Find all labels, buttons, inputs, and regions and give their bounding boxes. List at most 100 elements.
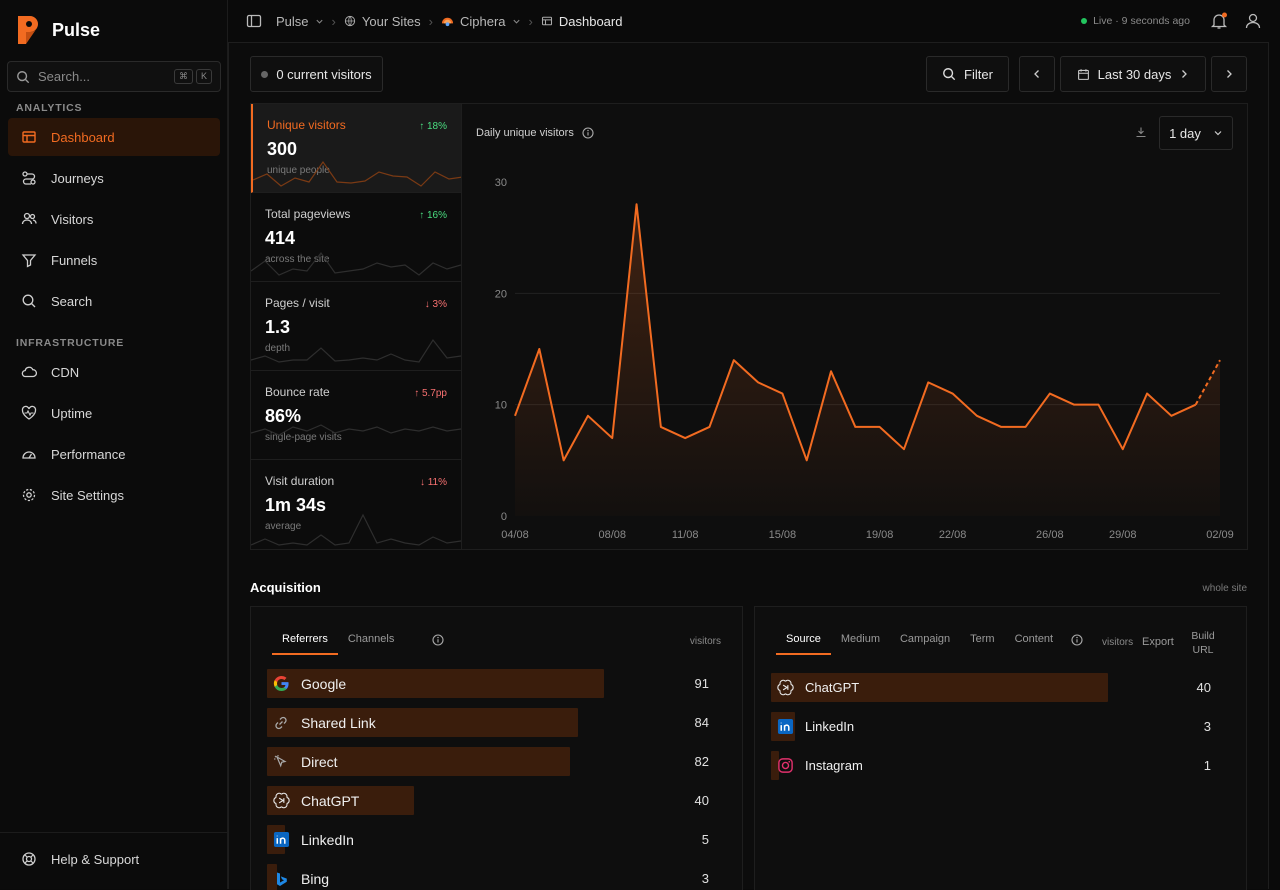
visitors-chart-card: Daily unique visitors 1 day 0 10 20 30 04/08… [461,103,1248,550]
sidebar-item-label: CDN [51,364,80,380]
app-name: Pulse [52,19,101,40]
sidebar-item-cdn[interactable]: CDN [8,353,220,391]
sidebar-item-label: Funnels [51,252,98,268]
topbar: Pulse › Your Sites › Ciphera › Dashboard… [228,0,1280,42]
row-bar [267,786,414,815]
list-item[interactable]: Shared Link [267,708,578,737]
tab-medium[interactable]: Medium [840,633,880,645]
metric-unique-visitors[interactable]: Unique visitors ↑ 18% 300 unique people [251,104,461,193]
x-tick-label: 04/08 [501,529,529,541]
breadcrumb-pulse[interactable]: Pulse [276,14,324,29]
brand[interactable]: Pulse [16,14,100,46]
x-tick-label: 29/08 [1109,529,1137,541]
gear-icon [22,488,36,502]
breadcrumb-ciphera[interactable]: Ciphera [441,14,521,29]
help-support-link[interactable]: Help & Support [8,840,220,878]
row-value: 3 [701,871,709,886]
row-label: Direct [301,753,338,770]
chevron-left-icon [1034,70,1039,78]
tab-source[interactable]: Source [776,629,831,655]
date-range-picker[interactable]: Last 30 days [1060,56,1206,92]
download-icon[interactable] [1135,126,1147,138]
sidebar-item-visitors[interactable]: Visitors [8,200,220,238]
breadcrumb-label: Dashboard [558,13,623,29]
chevron-down-icon [1214,131,1222,136]
current-visitors-button[interactable]: 0 current visitors [250,56,383,92]
series-line [514,203,1197,462]
bell-icon[interactable] [1210,12,1228,30]
status-dot [261,70,269,78]
linkedin-icon [776,718,794,736]
metric-sparkline [251,251,461,276]
info-icon[interactable] [1071,634,1083,646]
tab-term[interactable]: Term [970,633,995,645]
sidebar-item-dashboard[interactable]: Dashboard [8,118,220,156]
row-value: 3 [1203,719,1211,734]
tab-content[interactable]: Content [1014,633,1054,645]
x-tick-label: 11/08 [672,529,699,541]
info-icon[interactable] [582,127,594,139]
heart-pulse-icon [21,405,37,420]
breadcrumb-separator: › [428,13,433,29]
list-item[interactable]: Direct [267,747,570,776]
granularity-select[interactable]: 1 day [1159,116,1233,150]
visitors-column-header: visitors [1102,637,1134,648]
sidebar-toggle-icon[interactable] [246,13,262,29]
search-input[interactable]: Search... ⌘ K [7,61,221,92]
row-value: 91 [694,676,709,691]
metric-pages-per-visit[interactable]: Pages / visit ↓ 3% 1.3 depth [251,282,461,371]
calendar-icon [1077,68,1089,80]
sidebar: Pulse Search... ⌘ K ANALYTICS Dashboard … [0,0,228,889]
list-item[interactable]: LinkedIn [267,825,354,854]
tab-campaign[interactable]: Campaign [899,633,951,645]
sidebar-item-funnels[interactable]: Funnels [8,241,220,279]
previous-period-button[interactable] [1019,56,1055,92]
next-period-button[interactable] [1211,56,1247,92]
metric-value: 1.3 [265,317,291,337]
x-tick-label: 02/09 [1206,529,1234,541]
list-item[interactable]: ChatGPT [267,786,414,815]
sidebar-item-label: Performance [51,446,126,462]
sidebar-item-performance[interactable]: Performance [8,435,220,473]
x-tick-label: 26/08 [1036,529,1064,541]
metric-total-pageviews[interactable]: Total pageviews ↑ 16% 414 across the sit… [251,193,461,282]
list-item[interactable]: Bing [267,864,329,890]
area-chart[interactable]: 0 10 20 30 04/08 08/08 11/08 15/08 19/08 22/08 26/… [462,154,1247,544]
sidebar-item-site-settings[interactable]: Site Settings [8,476,220,514]
openai-icon [776,679,794,697]
dashboard-icon [22,131,36,143]
tab-channels[interactable]: Channels [347,633,395,645]
list-item[interactable]: ChatGPT [771,673,1108,702]
row-value: 84 [694,715,709,730]
metric-cards: Unique visitors ↑ 18% 300 unique people … [250,103,461,550]
metric-sublabel: average [265,521,302,532]
funnel-icon [21,254,37,268]
kbd-k: K [195,69,212,84]
list-item[interactable]: LinkedIn [771,712,854,741]
row-label: Instagram [805,758,863,773]
metric-sparkline [251,338,461,363]
link-icon [272,714,290,732]
info-icon[interactable] [432,634,444,646]
sidebar-item-label: Uptime [51,405,93,421]
breadcrumb-label: Your Sites [361,13,421,29]
user-icon[interactable] [1244,12,1262,30]
metric-visit-duration[interactable]: Visit duration ↓ 11% 1m 34s average [251,460,461,549]
export-button[interactable]: Export [1142,636,1174,648]
sidebar-item-search[interactable]: Search [8,282,220,320]
search-shortcut: ⌘ K [173,69,212,84]
infrastructure-section-label: INFRASTRUCTURE [16,337,125,349]
list-item[interactable]: Google [267,669,604,698]
sidebar-item-uptime[interactable]: Uptime [8,394,220,432]
sidebar-item-journeys[interactable]: Journeys [8,159,220,197]
breadcrumb-your-sites[interactable]: Your Sites [344,14,421,29]
tab-referrers[interactable]: Referrers [272,629,338,655]
breadcrumb-label: Pulse [276,13,309,29]
filter-button[interactable]: Filter [926,56,1009,92]
main-content: 0 current visitors Filter Last 30 days U… [228,42,1269,890]
metric-bounce-rate[interactable]: Bounce rate ↑ 5.7pp 86% single-page visi… [251,371,461,460]
breadcrumb-dashboard[interactable]: Dashboard [541,13,623,29]
list-item[interactable]: Instagram [771,751,863,780]
x-tick-label: 19/08 [866,529,894,541]
build-url-button[interactable]: Build URL [1191,630,1215,656]
